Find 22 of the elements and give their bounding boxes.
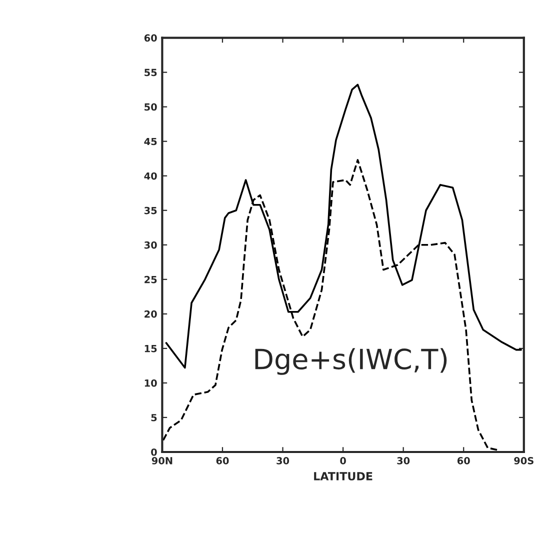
y-tick-label: 60 <box>144 34 157 42</box>
x-tick-label: 60 <box>457 457 470 464</box>
x-tick-label: 30 <box>397 457 410 464</box>
y-tick-label: 15 <box>144 345 157 352</box>
x-tick-label: 30 <box>276 457 290 464</box>
x-tick-label: 90N <box>152 457 172 464</box>
x-tick-label: 60 <box>216 457 229 464</box>
y-tick-label: 45 <box>144 138 157 146</box>
x-axis-title: LATITUDE <box>314 472 372 480</box>
annotation: Dge+s(IWC,T) <box>255 348 447 375</box>
y-tick-label: 0 <box>151 448 157 456</box>
y-tick-label: 50 <box>144 103 157 111</box>
x-tick-label: 0 <box>340 457 346 464</box>
y-tick-label: 20 <box>144 310 157 318</box>
y-tick-label: 25 <box>144 276 157 284</box>
y-tick-label: 55 <box>144 68 157 76</box>
y-tick-label: 35 <box>144 206 157 214</box>
y-tick-label: 5 <box>151 414 157 422</box>
y-tick-label: 10 <box>144 379 157 387</box>
y-tick-label: 30 <box>144 241 157 249</box>
x-tick-label: 90S <box>514 457 534 464</box>
y-tick-label: 40 <box>144 172 157 180</box>
